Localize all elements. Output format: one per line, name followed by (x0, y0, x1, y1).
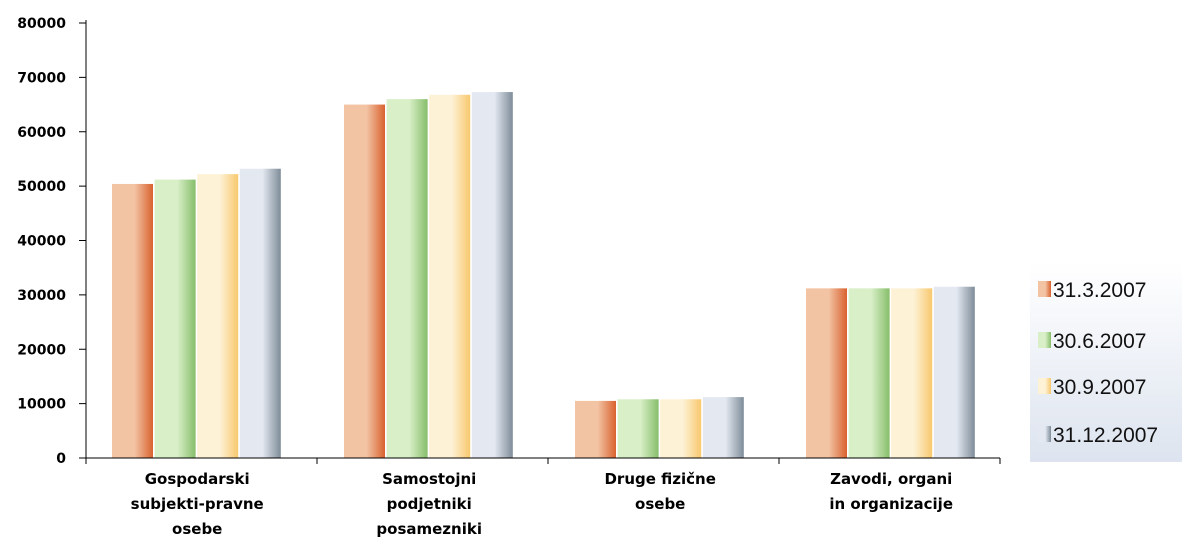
category-label: subjekti-pravne (131, 495, 264, 513)
category-label: podjetniki (387, 495, 472, 513)
bar (154, 179, 196, 458)
bar (702, 397, 744, 458)
bar (112, 183, 153, 458)
bar (197, 174, 239, 458)
y-tick-label: 50000 (17, 179, 66, 195)
y-tick-label: 0 (56, 451, 66, 467)
category-label: Gospodarski (145, 470, 250, 488)
legend-label: 30.6.2007 (1053, 330, 1146, 353)
category-label: Druge fizične (604, 470, 715, 488)
bars (112, 92, 975, 459)
legend-label: 30.9.2007 (1053, 376, 1146, 399)
legend: 31.3.2007 30.6.2007 30.9.2007 31.12.2007 (1030, 262, 1182, 462)
bar (239, 168, 281, 458)
category-label: posamezniki (376, 520, 482, 538)
category-label: osebe (172, 520, 222, 538)
legend-box (1030, 262, 1182, 462)
y-tick-label: 70000 (17, 70, 66, 86)
legend-swatch (1038, 426, 1051, 442)
y-tick-label: 40000 (17, 234, 66, 250)
category-label: in organizacije (829, 495, 953, 513)
bar (848, 288, 890, 458)
bar (575, 400, 616, 458)
bar (471, 92, 513, 459)
legend-label: 31.3.2007 (1053, 279, 1146, 302)
category-label: Zavodi, organi (830, 470, 952, 488)
bar (660, 399, 702, 458)
bar (933, 286, 975, 458)
category-label: Samostojni (382, 470, 476, 488)
bar (344, 104, 385, 458)
bar (386, 99, 428, 458)
bar (891, 288, 933, 458)
bar (429, 94, 471, 459)
y-axis: 0 10000 20000 30000 40000 50000 60000 70000 8000… (17, 16, 87, 467)
y-tick-label: 80000 (17, 16, 66, 32)
legend-label: 31.12.2007 (1053, 424, 1158, 447)
y-tick-label: 10000 (17, 397, 66, 413)
legend-swatch (1038, 332, 1051, 348)
y-tick-label: 20000 (17, 342, 66, 358)
bar (617, 399, 659, 458)
y-tick-label: 60000 (17, 125, 66, 141)
category-label: osebe (635, 495, 685, 513)
legend-swatch (1038, 378, 1051, 394)
y-tick-label: 30000 (17, 288, 66, 304)
x-axis: Gospodarski subjekti-pravne osebe Samostojn… (85, 457, 1001, 538)
bar (806, 288, 847, 458)
legend-swatch (1038, 281, 1051, 297)
